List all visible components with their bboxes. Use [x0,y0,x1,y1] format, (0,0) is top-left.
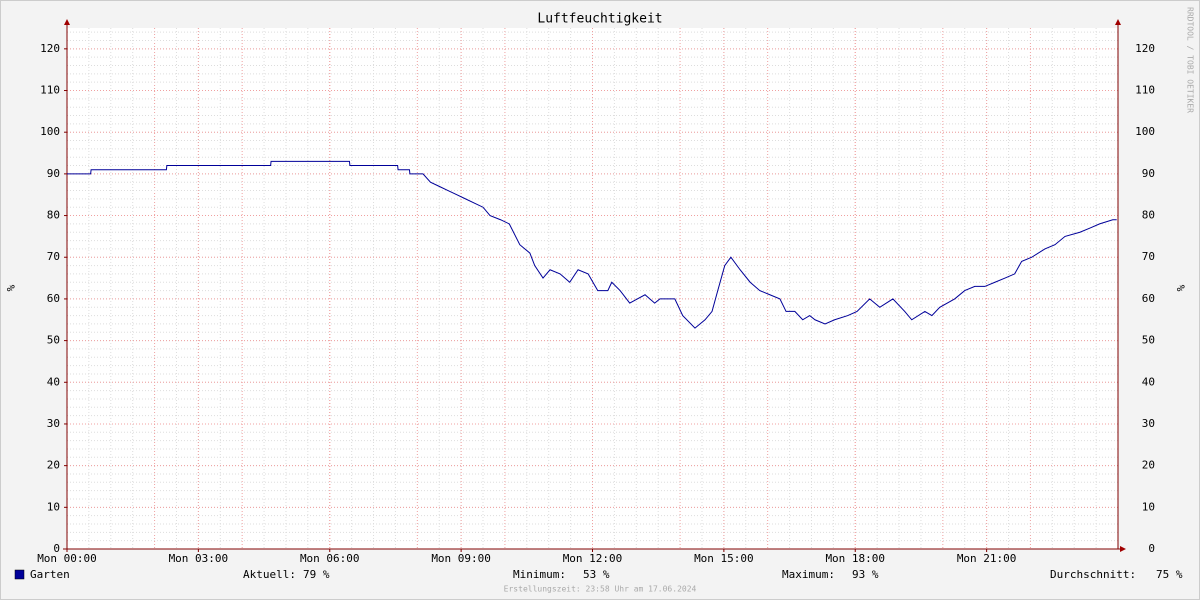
y2-tick-label: 100 [1135,125,1155,138]
y-tick-label: 60 [47,292,60,305]
legend-swatch [14,569,25,580]
stat-label: Maximum: [782,568,835,581]
y-tick-label: 120 [40,42,60,55]
y-tick-label: 90 [47,167,60,180]
x-tick-label: Mon 06:00 [300,552,360,565]
y2-tick-label: 30 [1142,417,1155,430]
y2-tick-label: 20 [1142,459,1155,472]
axis-arrow [1120,546,1126,552]
y-tick-label: 80 [47,209,60,222]
data-line [67,160,1117,329]
stat-label: Durchschnitt: [1050,568,1136,581]
grid [67,28,1118,549]
y2-tick-label: 70 [1142,250,1155,263]
axis-arrow [64,19,70,25]
y2-tick-label: 10 [1142,500,1155,513]
stat-value: 79 % [303,568,330,581]
stat-value: 75 % [1156,568,1183,581]
stat-value: 93 % [852,568,879,581]
axis-arrow [1115,19,1121,25]
x-tick-label: Mon 03:00 [169,552,229,565]
x-tick-label: Mon 00:00 [37,552,97,565]
y-tick-label: 70 [47,250,60,263]
y-tick-label: 10 [47,500,60,513]
footer: Erstellungszeit: 23:58 Uhr am 17.06.2024 [504,585,697,594]
x-tick-label: Mon 09:00 [431,552,491,565]
x-tick-label: Mon 18:00 [825,552,885,565]
y-tick-label: 110 [40,84,60,97]
y2-tick-label: 120 [1135,42,1155,55]
y-tick-label: 40 [47,375,60,388]
x-tick-label: Mon 21:00 [957,552,1017,565]
y2-tick-label: 50 [1142,334,1155,347]
y-tick-label: 20 [47,459,60,472]
chart-title: Luftfeuchtigkeit [537,12,662,27]
stat-value: 53 % [583,568,610,581]
y2-tick-label: 60 [1142,292,1155,305]
y2-tick-label: 90 [1142,167,1155,180]
y-axis-label: % [4,285,17,292]
y2-tick-label: 80 [1142,209,1155,222]
x-tick-label: Mon 12:00 [563,552,623,565]
x-tick-label: Mon 15:00 [694,552,754,565]
plot-area [67,28,1118,549]
y2-axis-label: % [1174,285,1187,292]
watermark: RRDTOOL / TOBI OETIKER [1186,7,1195,113]
y-tick-label: 0 [53,542,60,555]
y-tick-label: 30 [47,417,60,430]
y2-tick-label: 110 [1135,84,1155,97]
stat-label: Minimum: [513,568,566,581]
stat-label: Aktuell: [243,568,296,581]
y2-tick-label: 40 [1142,375,1155,388]
y2-tick-label: 0 [1148,542,1155,555]
y-tick-label: 100 [40,125,60,138]
legend-label: Garten [30,568,70,581]
y-tick-label: 50 [47,334,60,347]
